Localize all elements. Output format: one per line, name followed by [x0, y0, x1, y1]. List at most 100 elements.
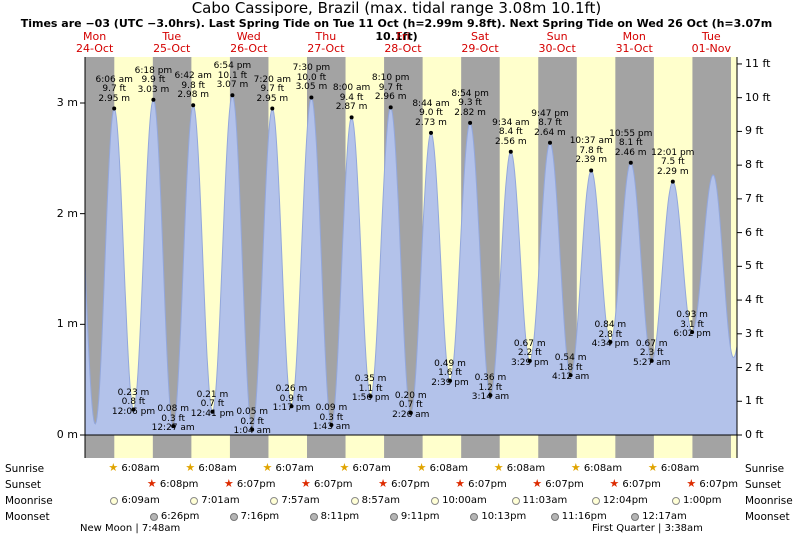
astro-time: 12:04pm — [602, 495, 648, 506]
low-tide-annotation: 0.67 m 2.2 ft 3:29 pm — [510, 338, 549, 368]
moonrise-circle-icon — [431, 497, 440, 505]
astro-time: 6:09am — [121, 495, 160, 506]
high-tide-annotation: 8:10 pm 9.7 ft 2.96 m — [371, 73, 410, 103]
low-tide-dot — [568, 373, 573, 378]
sunset-star-icon: ★ — [223, 477, 234, 490]
daylight-band — [730, 57, 737, 458]
astro-row-label-left-moonrise: Moonrise — [5, 495, 53, 507]
day-label-27-Oct: Thu 27-Oct — [307, 30, 345, 55]
low-tide-annotation: 0.08 m 0.3 ft 12:27 am — [151, 404, 195, 434]
astro-time: 6:07pm — [699, 479, 738, 490]
high-tide-annotation: 8:54 pm 9.3 ft 2.82 m — [451, 88, 489, 118]
high-tide-annotation: 6:42 am 9.8 ft 2.98 m — [174, 71, 212, 101]
moonrise-circle-icon — [110, 497, 119, 505]
astro-time: 6:07pm — [391, 479, 430, 490]
sunset-star-icon: ★ — [378, 477, 388, 490]
high-tide-dot — [589, 168, 594, 173]
low-tide-annotation: 0.49 m 1.6 ft 2:39 pm — [431, 358, 469, 388]
y-axis-label-ft: 5 ft — [745, 259, 764, 273]
high-tide-dot — [349, 115, 354, 120]
low-tide-annotation: 0.54 m 1.8 ft 4:12 am — [551, 353, 590, 383]
astro-row-label-right-sunset: Sunset — [745, 479, 782, 491]
astro-row-label-left-sunrise: Sunrise — [5, 463, 45, 475]
y-axis-label-ft: 11 ft — [745, 56, 771, 70]
y-axis-label-ft: 10 ft — [745, 90, 771, 104]
sunset-star-icon: ★ — [146, 477, 157, 490]
page-subtitle: Times are −03 (UTC −3.0hrs). Last Spring… — [20, 17, 773, 43]
high-tide-annotation: 8:00 am 9.4 ft 2.87 m — [332, 83, 371, 113]
astro-time: 7:16pm — [240, 511, 280, 522]
y-axis-label-ft: 8 ft — [745, 158, 764, 172]
low-tide-dot — [250, 427, 255, 432]
high-tide-annotation: 10:55 pm 8.1 ft 2.46 m — [609, 128, 653, 158]
astro-time: 11:03am — [522, 495, 568, 506]
astro-time: 6:07pm — [545, 479, 584, 490]
moonset-circle-icon — [631, 513, 640, 521]
low-tide-dot — [408, 410, 413, 415]
high-tide-annotation: 6:06 am 9.7 ft 2.95 m — [95, 74, 133, 104]
low-tide-dot — [448, 378, 452, 383]
y-axis-label-m: 3 m — [56, 95, 78, 109]
y-axis-label-ft: 4 ft — [745, 293, 764, 307]
high-tide-annotation: 6:18 pm 9.9 ft 3.03 m — [134, 65, 173, 95]
y-axis-label-m: 2 m — [56, 206, 78, 220]
high-tide-dot — [230, 93, 235, 98]
day-label-28-Oct: Fri 28-Oct — [384, 30, 422, 55]
astro-time: 1:00pm — [682, 495, 722, 506]
day-label-01-Nov: Tue 01-Nov — [691, 30, 732, 55]
astro-time: 10:13pm — [481, 511, 527, 522]
astro-time: 7:57am — [281, 495, 320, 506]
astro-time: 6:07pm — [314, 479, 353, 490]
high-tide-dot — [112, 106, 117, 111]
astro-time: 10:00am — [442, 495, 487, 506]
moonrise-circle-icon — [511, 497, 520, 505]
high-tide-dot — [508, 149, 513, 154]
y-axis-label-ft: 2 ft — [745, 360, 764, 374]
low-tide-dot — [210, 409, 215, 414]
moonrise-circle-icon — [190, 497, 199, 505]
y-axis-label-ft: 3 ft — [745, 326, 764, 340]
low-tide-annotation: 0.09 m 0.3 ft 1:43 am — [312, 403, 351, 433]
astro-time: 6:08am — [121, 463, 160, 474]
astro-row-label-right-moonrise: Moonrise — [745, 495, 793, 507]
low-tide-annotation: 0.26 m 0.9 ft 1:17 pm — [272, 384, 311, 414]
astro-time: 7:01am — [201, 495, 240, 506]
high-tide-dot — [151, 97, 156, 102]
high-tide-annotation: 6:54 pm 10.1 ft 3.07 m — [213, 61, 252, 91]
astro-time: 6:08am — [583, 463, 623, 474]
low-tide-dot — [131, 407, 136, 412]
moonset-circle-icon — [309, 513, 318, 521]
low-tide-dot — [690, 330, 695, 335]
high-tide-dot — [270, 106, 275, 111]
moonset-circle-icon — [470, 513, 479, 521]
low-tide-dot — [171, 424, 176, 429]
low-tide-annotation: 0.36 m 1.2 ft 3:14 am — [471, 373, 510, 403]
high-tide-annotation: 10:37 am 7.8 ft 2.39 m — [569, 136, 613, 166]
sunrise-star-icon: ★ — [493, 461, 504, 474]
astro-time: 8:57am — [361, 495, 400, 506]
astro-row-label-right-moonset: Moonset — [745, 511, 790, 523]
high-tide-dot — [309, 95, 314, 100]
sunset-star-icon: ★ — [301, 477, 311, 490]
astro-time: 6:08pm — [159, 479, 199, 490]
high-tide-dot — [468, 120, 473, 125]
high-tide-dot — [548, 140, 552, 145]
moonset-circle-icon — [389, 513, 398, 521]
low-tide-annotation: 0.23 m 0.8 ft 12:06 pm — [111, 387, 156, 417]
moonrise-circle-icon — [591, 497, 600, 505]
y-axis-label-ft: 1 ft — [745, 394, 764, 408]
astro-time: 9:11pm — [400, 511, 440, 522]
astro-row-label-right-sunrise: Sunrise — [745, 463, 785, 475]
astro-time: 6:07pm — [468, 479, 507, 490]
high-tide-dot — [628, 160, 633, 165]
new-moon-label: New Moon | 7:48am — [80, 523, 181, 534]
astro-time: 8:11pm — [320, 511, 360, 522]
low-tide-dot — [608, 340, 613, 344]
high-tide-annotation: 9:34 am 8.4 ft 2.56 m — [492, 117, 530, 147]
y-axis-label-ft: 7 ft — [745, 191, 764, 205]
sunrise-star-icon: ★ — [647, 461, 658, 474]
y-axis-label-m: 1 m — [56, 317, 78, 331]
high-tide-dot — [670, 179, 675, 184]
